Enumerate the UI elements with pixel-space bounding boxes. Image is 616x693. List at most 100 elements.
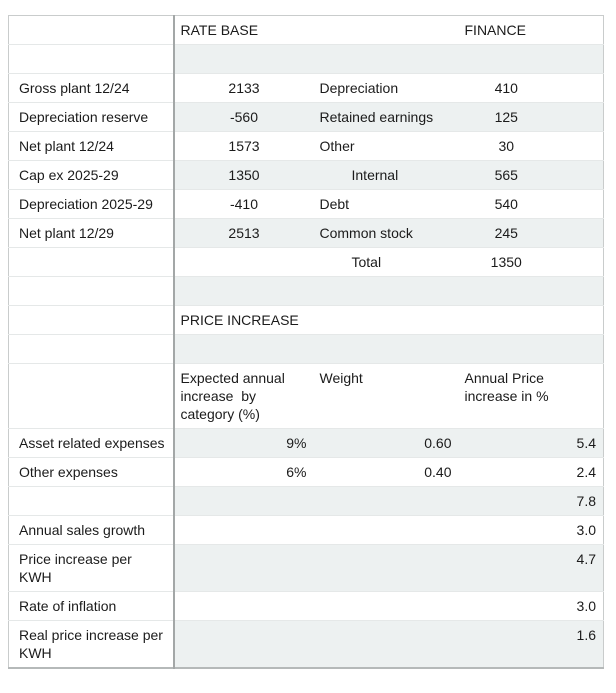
- row-label-cell: [8, 44, 175, 74]
- data-cell: -560: [173, 102, 314, 132]
- data-cell: [173, 334, 314, 364]
- table-title: Table 1: [8, 0, 603, 5]
- table-row: Real price increase per KWH 1.6: [8, 620, 604, 668]
- title-clip-region: Table 1: [0, 0, 616, 15]
- data-cell: Debt: [313, 189, 459, 219]
- data-cell: Weight: [313, 363, 459, 429]
- row-label-cell: Real price increase per KWH: [8, 620, 175, 668]
- data-cell: Depreciation: [313, 73, 459, 103]
- table-row: [8, 44, 604, 74]
- data-cell: 1.6: [458, 620, 604, 668]
- row-label-cell: [8, 486, 175, 516]
- data-cell: [313, 486, 459, 516]
- data-cell: 0.60: [313, 428, 459, 458]
- table-row: Expected annual increase by category (%)…: [8, 363, 604, 429]
- data-cell: [313, 44, 459, 74]
- row-label-cell: Cap ex 2025-29: [8, 160, 175, 190]
- table-row: Price increase per KWH 4.7: [8, 544, 604, 592]
- table-row: [8, 334, 604, 364]
- data-cell: 0.40: [313, 457, 459, 487]
- table-row: 7.8: [8, 486, 604, 516]
- row-label-cell: Annual sales growth: [8, 515, 175, 545]
- table-row: Cap ex 2025-29 1350 Internal 565: [8, 160, 604, 190]
- row-label-cell: [8, 247, 175, 277]
- data-cell: Common stock: [313, 218, 459, 248]
- data-cell: [458, 44, 604, 74]
- data-cell: 4.7: [458, 544, 604, 592]
- data-cell: 3.0: [458, 515, 604, 545]
- data-cell: [173, 591, 314, 621]
- data-cell: 125: [458, 102, 604, 132]
- data-cell: Annual Price increase in %: [458, 363, 604, 429]
- table-row: Asset related expenses 9% 0.60 5.4: [8, 428, 604, 458]
- row-label-cell: Gross plant 12/24: [8, 73, 175, 103]
- data-cell: [173, 544, 314, 592]
- table-row: [8, 276, 604, 306]
- row-label-cell: [8, 15, 175, 45]
- row-label-cell: [8, 305, 175, 335]
- table-row: Annual sales growth 3.0: [8, 515, 604, 545]
- data-cell: 5.4: [458, 428, 604, 458]
- data-cell: [173, 247, 314, 277]
- data-cell: 6%: [173, 457, 314, 487]
- data-cell: RATE BASE: [180, 22, 259, 38]
- data-cell: [173, 276, 314, 306]
- data-cell: Retained earnings: [313, 102, 459, 132]
- data-cell: [313, 334, 459, 364]
- data-cell: -410: [173, 189, 314, 219]
- table-row: Depreciation 2025-29 -410 Debt 540: [8, 189, 604, 219]
- row-label-cell: [8, 363, 175, 429]
- data-cell: 2.4: [458, 457, 604, 487]
- data-cell: Other: [313, 131, 459, 161]
- data-cell: 30: [458, 131, 604, 161]
- data-cell: 9%: [173, 428, 314, 458]
- row-label-cell: Other expenses: [8, 457, 175, 487]
- data-cell: 2513: [173, 218, 314, 248]
- table-body: RATE BASE FINANCE Gross plant 12/24 2133 Dep…: [8, 15, 604, 668]
- data-cell: 565: [458, 160, 604, 190]
- table-row: Depreciation reserve -560 Retained earning…: [8, 102, 604, 132]
- row-label-cell: Asset related expenses: [8, 428, 175, 458]
- row-label-cell: Depreciation reserve: [8, 102, 175, 132]
- table-row: Net plant 12/24 1573 Other 30: [8, 131, 604, 161]
- row-label-cell: Net plant 12/29: [8, 218, 175, 248]
- table-row: RATE BASE FINANCE: [8, 15, 604, 45]
- data-cell: 540: [458, 189, 604, 219]
- data-cell: 2133: [173, 73, 314, 103]
- data-cell: [458, 305, 604, 335]
- table-row: Gross plant 12/24 2133 Depreciation 410: [8, 73, 604, 103]
- data-cell: [173, 486, 314, 516]
- row-label-cell: Rate of inflation: [8, 591, 175, 621]
- data-cell: 245: [458, 218, 604, 248]
- data-cell: 1573: [173, 131, 314, 161]
- data-cell: 7.8: [458, 486, 604, 516]
- data-cell: FINANCE: [464, 22, 526, 38]
- data-cell: [313, 276, 459, 306]
- table-row: PRICE INCREASE: [8, 305, 604, 335]
- data-cell: 1350: [458, 247, 604, 277]
- data-cell: 410: [458, 73, 604, 103]
- table-row: Other expenses 6% 0.40 2.4: [8, 457, 604, 487]
- table-row: Rate of inflation 3.0: [8, 591, 604, 621]
- data-cell: [313, 515, 459, 545]
- data-cell: [173, 620, 314, 668]
- table-row: Total 1350: [8, 247, 604, 277]
- data-cell: 3.0: [458, 591, 604, 621]
- data-cell: [313, 620, 459, 668]
- data-cell: [313, 591, 459, 621]
- data-cell: [313, 305, 459, 335]
- row-label-cell: Depreciation 2025-29: [8, 189, 175, 219]
- financial-table: RATE BASE FINANCE Gross plant 12/24 2133 Dep…: [8, 15, 604, 669]
- row-label-cell: Price increase per KWH: [8, 544, 175, 592]
- data-cell: Internal: [313, 160, 459, 190]
- data-cell: [458, 276, 604, 306]
- data-cell: PRICE INCREASE: [173, 305, 314, 335]
- row-label-cell: Net plant 12/24: [8, 131, 175, 161]
- table-row: Net plant 12/29 2513 Common stock 245: [8, 218, 604, 248]
- data-cell: [458, 334, 604, 364]
- data-cell: Expected annual increase by category (%): [173, 363, 314, 429]
- data-cell: 1350: [173, 160, 314, 190]
- data-cell: [173, 44, 314, 74]
- data-cell: [314, 16, 459, 45]
- row-label-cell: [8, 334, 175, 364]
